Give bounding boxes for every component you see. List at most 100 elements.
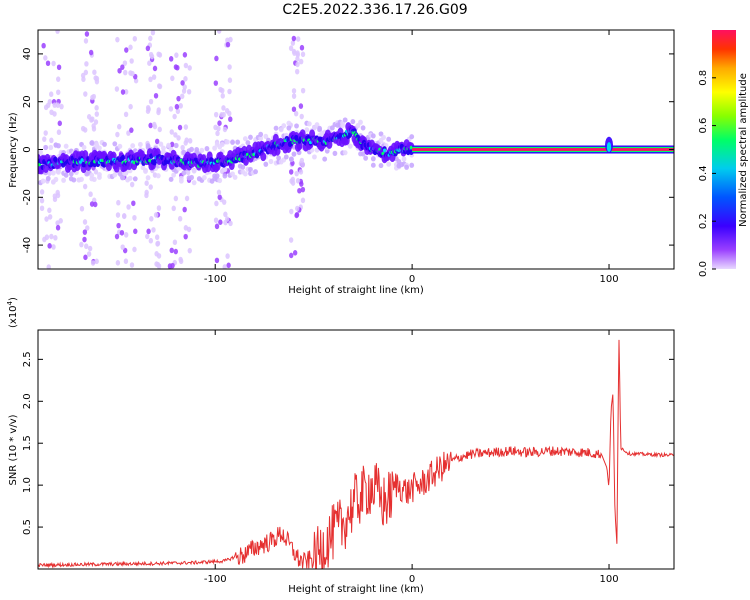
spectrogram-noise	[291, 93, 297, 99]
spectrogram-blip	[606, 142, 612, 153]
y-tick-label: 1.5	[22, 435, 33, 451]
spectrogram-ridge	[132, 160, 136, 165]
spectrogram-noise	[226, 262, 231, 269]
spectrogram-haze	[240, 164, 246, 170]
y-tick-label: 2.5	[22, 351, 33, 367]
spectrogram-haze	[276, 155, 282, 161]
spectrogram-noise	[182, 51, 188, 58]
colorbar-label: Normalized spectral amplitude	[738, 73, 749, 227]
x-tick-label: -100	[204, 274, 227, 285]
spectrogram-noise	[55, 189, 60, 196]
spectrogram-haze	[409, 162, 415, 168]
spectrogram-noise	[117, 123, 122, 130]
spectrogram-noise	[148, 51, 154, 58]
spectrogram-ridge	[382, 148, 387, 153]
spectrogram-noise	[228, 36, 233, 43]
spectrogram-noise	[299, 44, 305, 51]
spectrogram-ridge	[326, 139, 333, 149]
spectrogram-haze	[278, 127, 284, 133]
spectrogram-noise	[151, 74, 157, 80]
spectrogram-noise	[131, 200, 136, 207]
spectrogram-noise	[148, 35, 153, 42]
spectrogram-haze	[363, 155, 369, 161]
spectrogram-haze	[178, 175, 184, 181]
spectrogram-noise	[172, 239, 178, 246]
spectrogram-ridge	[228, 161, 235, 171]
spectrogram-noise	[123, 232, 129, 238]
spectrogram-noise	[51, 60, 56, 67]
spectrogram-haze	[370, 156, 376, 162]
spectrogram-haze	[378, 162, 384, 169]
spectrogram-noise	[116, 222, 121, 229]
spectrogram-noise	[173, 248, 179, 255]
spectrogram-ridge	[205, 163, 212, 173]
spectrogram-ridge	[260, 152, 267, 162]
spectrogram-noise	[117, 67, 122, 74]
spectrogram-noise	[299, 113, 304, 120]
spectrogram-noise	[44, 216, 49, 222]
spectrogram-noise	[46, 264, 51, 269]
spectrogram-noise	[56, 76, 61, 82]
spectrogram-haze	[40, 178, 46, 184]
spectrogram-haze	[232, 174, 238, 180]
spectrogram-noise	[183, 233, 188, 240]
spectrogram-noise	[39, 197, 45, 204]
spectrogram-noise	[174, 103, 180, 110]
spectrogram-haze	[235, 139, 241, 145]
spectrogram-ridge	[214, 161, 221, 171]
spectrogram-noise	[289, 208, 294, 215]
spectrogram-haze	[158, 141, 164, 147]
colorbar-gradient	[712, 30, 736, 269]
spectrogram-noise	[129, 181, 135, 188]
spectrogram-haze	[97, 174, 102, 180]
spectrogram-noise	[46, 102, 51, 109]
spectrogram-haze	[242, 136, 248, 142]
spectrogram-haze	[378, 131, 384, 137]
spectrogram-noise	[122, 213, 127, 219]
spectrogram-noise	[45, 60, 51, 67]
spectrogram-noise	[123, 111, 129, 118]
spectrogram-haze	[53, 176, 59, 183]
y-tick-label: 1.0	[22, 477, 33, 493]
spectrogram-haze	[71, 177, 77, 183]
colorbar-tick-label: 0.8	[698, 70, 709, 86]
spectrogram-noise	[89, 201, 95, 207]
spectrogram-noise	[221, 105, 226, 111]
spectrogram-noise	[52, 102, 57, 108]
spectrogram-noise	[115, 260, 121, 266]
spectrogram-noise	[289, 252, 294, 259]
spectrogram-noise	[49, 109, 54, 116]
spectrogram-noise	[94, 111, 100, 117]
spectrogram-haze	[219, 141, 225, 148]
spectrogram-haze	[294, 123, 299, 129]
spectrogram-noise	[216, 30, 222, 34]
spectrogram-noise	[217, 194, 222, 201]
spectrogram-noise	[214, 55, 219, 62]
spectrogram-haze	[117, 170, 123, 177]
spectrogram-noise	[228, 116, 233, 123]
spectrogram-haze	[130, 143, 136, 149]
spectrogram-noise	[187, 247, 192, 254]
spectrogram-noise	[114, 86, 120, 92]
spectrogram-ridge	[42, 163, 49, 173]
y-tick-label: -40	[22, 237, 33, 253]
spectrogram-noise	[177, 215, 183, 222]
spectrogram-noise	[133, 228, 138, 235]
spectrogram-haze	[332, 150, 338, 156]
spectrogram-noise	[116, 199, 121, 206]
spectrogram-noise	[300, 197, 306, 204]
spectrogram-panel: -100 0 100 40 20 0 -20 -40 Height of straight l…	[8, 29, 675, 296]
spectrogram-noise	[175, 64, 180, 71]
spectrogram-noise	[39, 205, 45, 212]
spectrogram-noise	[93, 169, 99, 175]
y-tick-label: 0.5	[22, 519, 33, 535]
spectrogram-noise	[87, 245, 93, 252]
spectrogram-noise	[177, 124, 183, 131]
spectrogram-noise	[170, 75, 175, 82]
spectrogram-haze	[132, 176, 138, 182]
spectrogram-noise	[115, 212, 121, 218]
x-tick-label: 100	[599, 274, 618, 285]
spectrogram-noise	[169, 141, 175, 148]
spectrogram-haze	[168, 176, 174, 182]
spectrogram-noise	[115, 36, 120, 43]
